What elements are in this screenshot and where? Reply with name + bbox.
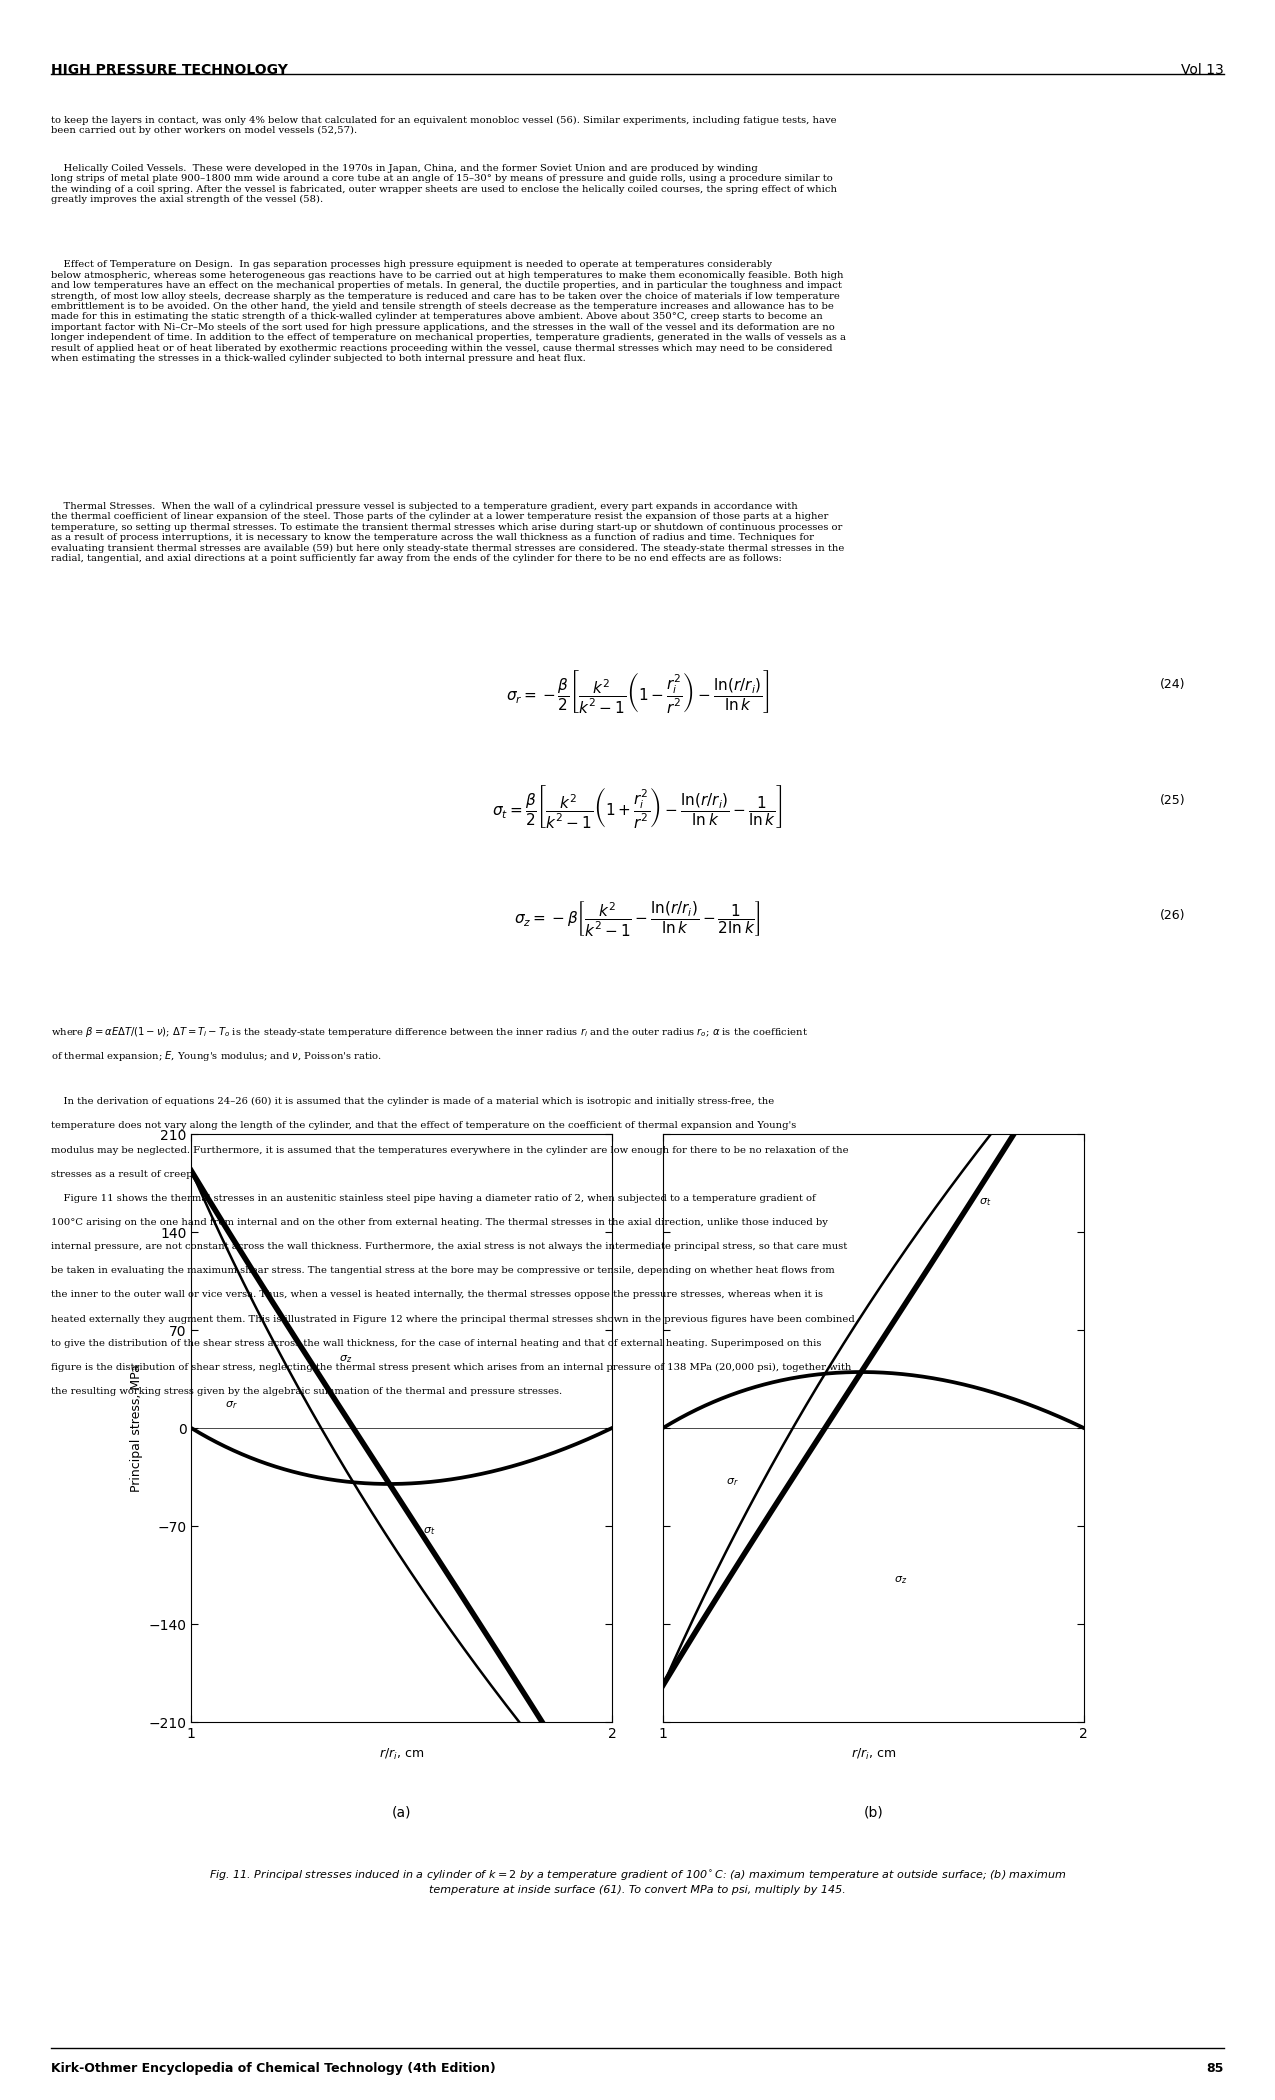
Text: Thermal Stresses.  When the wall of a cylindrical pressure vessel is subjected t: Thermal Stresses. When the wall of a cyl… (51, 502, 844, 563)
Text: $\sigma_r$: $\sigma_r$ (725, 1476, 738, 1487)
Text: Vol 13: Vol 13 (1181, 63, 1224, 78)
Text: stresses as a result of creep.: stresses as a result of creep. (51, 1170, 196, 1178)
Text: where $\beta = \alpha E\Delta T/(1-\nu)$; $\Delta T = T_i - T_o$ is the steady-s: where $\beta = \alpha E\Delta T/(1-\nu)$… (51, 1025, 808, 1040)
Text: $\sigma_z = -\beta\left[\dfrac{k^2}{k^2-1}-\dfrac{\ln(r/r_i)}{\ln k}-\dfrac{1}{2: $\sigma_z = -\beta\left[\dfrac{k^2}{k^2-… (514, 899, 761, 939)
Text: In the derivation of equations 24–26 (60) it is assumed that the cylinder is mad: In the derivation of equations 24–26 (60… (51, 1098, 774, 1107)
Text: the resulting working stress given by the algebraic summation of the thermal and: the resulting working stress given by th… (51, 1388, 562, 1397)
Text: figure is the distribution of shear stress, neglecting the thermal stress presen: figure is the distribution of shear stre… (51, 1363, 852, 1371)
Text: temperature does not vary along the length of the cylinder, and that the effect : temperature does not vary along the leng… (51, 1121, 797, 1130)
Text: 100°C arising on the one hand from internal and on the other from external heati: 100°C arising on the one hand from inter… (51, 1218, 827, 1226)
Text: modulus may be neglected. Furthermore, it is assumed that the temperatures every: modulus may be neglected. Furthermore, i… (51, 1147, 849, 1155)
X-axis label: $r/r_i$, cm: $r/r_i$, cm (379, 1747, 425, 1762)
Text: to keep the layers in contact, was only 4% below that calculated for an equivale: to keep the layers in contact, was only … (51, 116, 836, 134)
Text: Figure 11 shows the thermal stresses in an austenitic stainless steel pipe havin: Figure 11 shows the thermal stresses in … (51, 1195, 816, 1203)
Text: be taken in evaluating the maximum shear stress. The tangential stress at the bo: be taken in evaluating the maximum shear… (51, 1266, 835, 1275)
Text: (a): (a) (391, 1806, 412, 1821)
Y-axis label: Principal stress, MPa: Principal stress, MPa (130, 1365, 143, 1491)
Text: (25): (25) (1160, 794, 1186, 806)
Text: $\sigma_t$: $\sigma_t$ (979, 1197, 991, 1208)
Text: (26): (26) (1160, 909, 1186, 922)
Text: (24): (24) (1160, 678, 1186, 691)
Text: $\sigma_z$: $\sigma_z$ (895, 1575, 908, 1586)
Text: $\sigma_r$: $\sigma_r$ (224, 1399, 237, 1411)
Text: Effect of Temperature on Design.  In gas separation processes high pressure equi: Effect of Temperature on Design. In gas … (51, 260, 847, 363)
Text: $\sigma_z$: $\sigma_z$ (339, 1352, 352, 1365)
Text: Kirk-Othmer Encyclopedia of Chemical Technology (4th Edition): Kirk-Othmer Encyclopedia of Chemical Tec… (51, 2062, 496, 2075)
Text: of thermal expansion; $E$, Young's modulus; and $\nu$, Poisson's ratio.: of thermal expansion; $E$, Young's modul… (51, 1050, 381, 1063)
Text: (b): (b) (863, 1806, 884, 1821)
Text: internal pressure, are not constant across the wall thickness. Furthermore, the : internal pressure, are not constant acro… (51, 1243, 848, 1252)
Text: 85: 85 (1206, 2062, 1224, 2075)
Text: Helically Coiled Vessels.  These were developed in the 1970s in Japan, China, an: Helically Coiled Vessels. These were dev… (51, 164, 836, 204)
Text: $\sigma_r = -\dfrac{\beta}{2}\left[\dfrac{k^2}{k^2-1}\left(1-\dfrac{r_i^2}{r^2}\: $\sigma_r = -\dfrac{\beta}{2}\left[\dfra… (506, 668, 769, 714)
Text: $\sigma_t$: $\sigma_t$ (423, 1525, 435, 1537)
Text: Fig. 11. Principal stresses induced in a cylinder of $k = 2$ by a temperature gr: Fig. 11. Principal stresses induced in a… (209, 1869, 1066, 1894)
X-axis label: $r/r_i$, cm: $r/r_i$, cm (850, 1747, 896, 1762)
Text: $\sigma_t = \dfrac{\beta}{2}\left[\dfrac{k^2}{k^2-1}\left(1+\dfrac{r_i^2}{r^2}\r: $\sigma_t = \dfrac{\beta}{2}\left[\dfrac… (492, 783, 783, 830)
Text: to give the distribution of the shear stress across the wall thickness, for the : to give the distribution of the shear st… (51, 1340, 821, 1348)
Text: heated externally they augment them. This is illustrated in Figure 12 where the : heated externally they augment them. Thi… (51, 1315, 854, 1323)
Text: the inner to the outer wall or vice versa. Thus, when a vessel is heated interna: the inner to the outer wall or vice vers… (51, 1292, 822, 1300)
Text: HIGH PRESSURE TECHNOLOGY: HIGH PRESSURE TECHNOLOGY (51, 63, 288, 78)
